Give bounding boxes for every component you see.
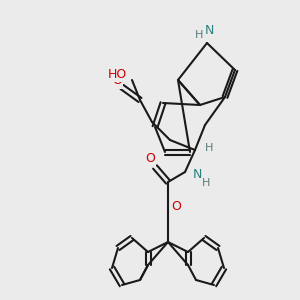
Text: H: H	[202, 178, 210, 188]
Text: O: O	[145, 152, 155, 166]
Text: H: H	[195, 30, 203, 40]
Text: HO: HO	[107, 68, 127, 80]
Text: O: O	[171, 200, 181, 212]
Text: N: N	[192, 169, 202, 182]
Text: O: O	[112, 74, 122, 88]
Text: N: N	[204, 25, 214, 38]
Text: H: H	[205, 143, 213, 153]
